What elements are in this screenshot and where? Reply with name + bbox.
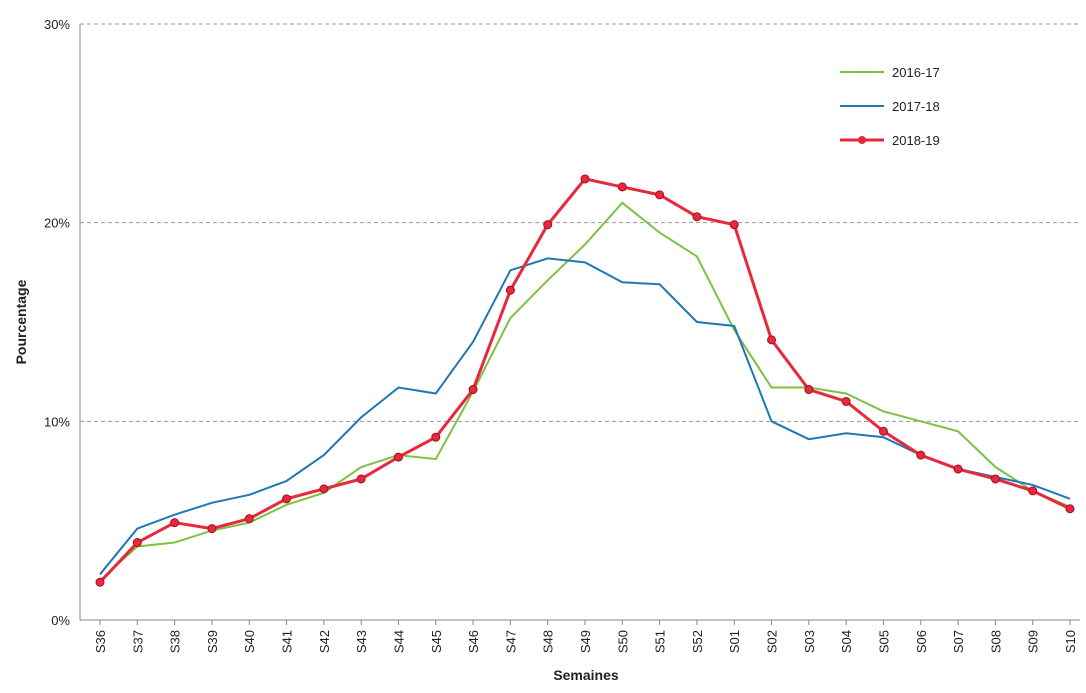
data-point xyxy=(244,514,254,524)
data-point xyxy=(617,182,627,192)
data-point xyxy=(692,212,702,222)
x-tick-label: S41 xyxy=(280,630,295,653)
x-tick-label: S49 xyxy=(578,630,593,653)
x-tick-label: S46 xyxy=(466,630,481,653)
x-tick-label: S48 xyxy=(541,630,556,653)
data-point xyxy=(319,484,329,494)
data-point xyxy=(356,474,366,484)
data-point xyxy=(95,577,105,587)
x-tick-label: S44 xyxy=(391,630,406,653)
data-point xyxy=(804,385,814,395)
x-tick-label: S38 xyxy=(168,630,183,653)
data-point xyxy=(431,432,441,442)
data-point xyxy=(132,538,142,548)
data-point xyxy=(655,190,665,200)
data-point xyxy=(393,452,403,462)
data-point xyxy=(282,494,292,504)
x-tick-label: S45 xyxy=(429,630,444,653)
x-tick-label: S42 xyxy=(317,630,332,653)
data-point xyxy=(207,524,217,534)
data-point xyxy=(543,220,553,230)
data-point xyxy=(953,464,963,474)
x-tick-label: S37 xyxy=(130,630,145,653)
series-line xyxy=(99,257,1071,575)
x-tick-label: S05 xyxy=(876,630,891,653)
x-tick-label: S04 xyxy=(839,630,854,653)
data-point xyxy=(916,450,926,460)
x-tick-label: S39 xyxy=(205,630,220,653)
data-point xyxy=(580,174,590,184)
series-line xyxy=(99,201,1071,582)
x-tick-label: S09 xyxy=(1026,630,1041,653)
y-tick-label: 30% xyxy=(44,17,70,32)
x-tick-label: S43 xyxy=(354,630,369,653)
x-tick-label: S08 xyxy=(988,630,1003,653)
x-axis-label: Semaines xyxy=(553,667,619,683)
data-point xyxy=(878,426,888,436)
y-axis-label: Pourcentage xyxy=(13,279,29,364)
x-tick-label: S10 xyxy=(1063,630,1078,653)
data-point xyxy=(841,396,851,406)
data-point xyxy=(505,285,515,295)
legend-marker xyxy=(858,136,866,144)
data-point xyxy=(990,474,1000,484)
data-point xyxy=(1065,504,1075,514)
x-tick-label: S06 xyxy=(914,630,929,653)
data-point xyxy=(1028,486,1038,496)
x-tick-label: S50 xyxy=(615,630,630,653)
series-line xyxy=(98,177,1071,584)
x-tick-label: S40 xyxy=(242,630,257,653)
legend-label: 2017-18 xyxy=(892,99,940,114)
legend-label: 2018-19 xyxy=(892,133,940,148)
x-tick-label: S51 xyxy=(653,630,668,653)
x-tick-label: S01 xyxy=(727,630,742,653)
x-tick-label: S47 xyxy=(503,630,518,653)
data-point xyxy=(468,385,478,395)
x-tick-label: S07 xyxy=(951,630,966,653)
y-tick-label: 20% xyxy=(44,216,70,231)
y-tick-label: 0% xyxy=(51,613,70,628)
y-tick-label: 10% xyxy=(44,414,70,429)
data-point xyxy=(729,220,739,230)
x-tick-label: S52 xyxy=(690,630,705,653)
x-tick-label: S03 xyxy=(802,630,817,653)
legend-label: 2016-17 xyxy=(892,65,940,80)
data-point xyxy=(767,335,777,345)
x-tick-label: S36 xyxy=(93,630,108,653)
data-point xyxy=(170,518,180,528)
x-tick-label: S02 xyxy=(765,630,780,653)
